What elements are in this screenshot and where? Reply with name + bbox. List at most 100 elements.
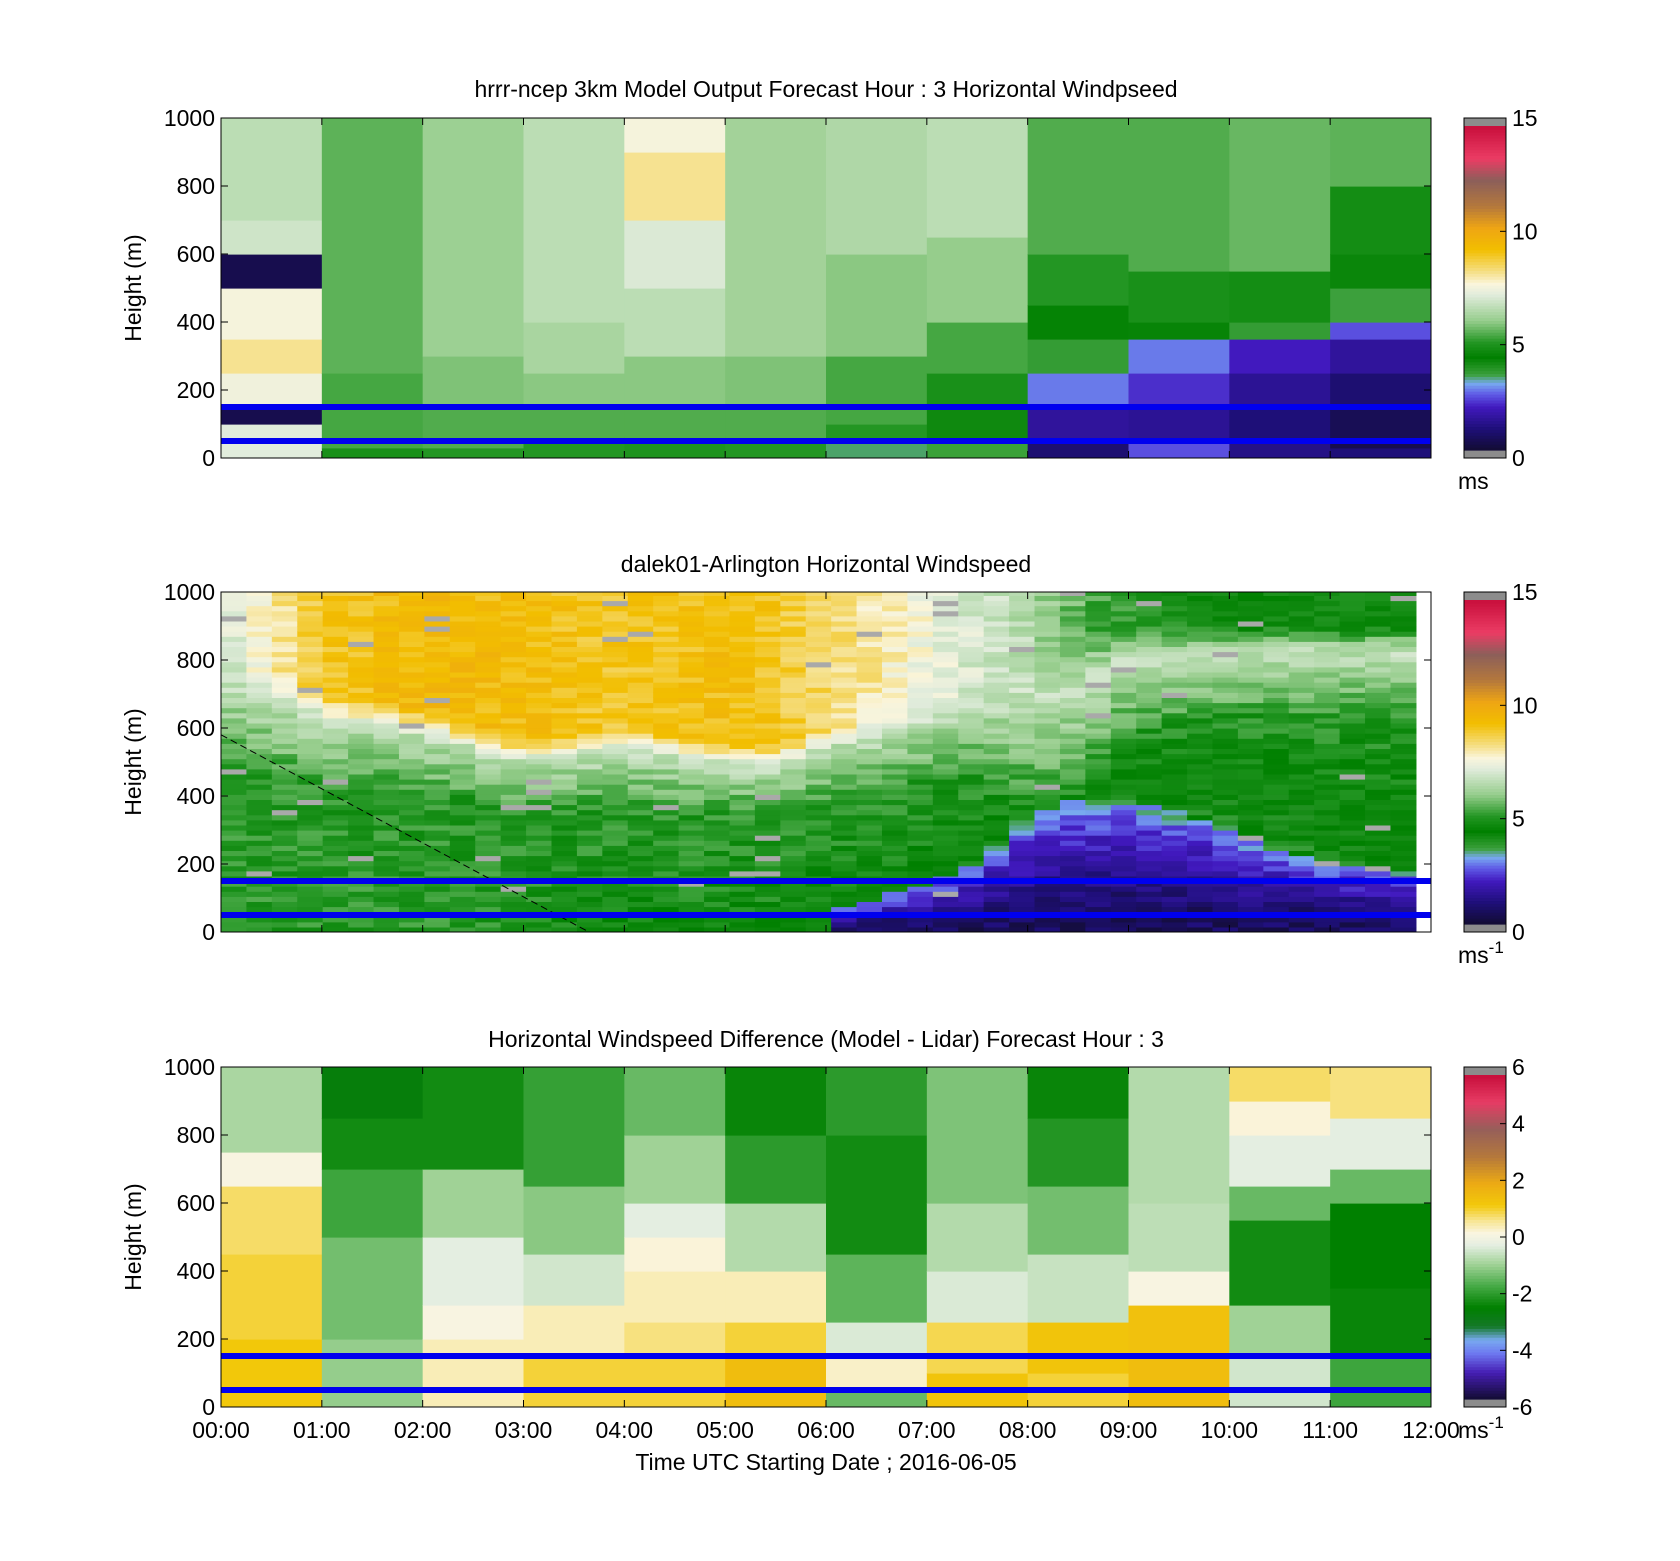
heatmap-cell (1034, 600, 1061, 607)
heatmap-cell (907, 641, 934, 647)
heatmap-cell (1263, 835, 1290, 841)
heatmap-cell (932, 707, 959, 714)
heatmap-cell (1059, 753, 1086, 760)
heatmap-cell (271, 666, 298, 673)
heatmap-cell (831, 850, 858, 857)
heatmap-cell (424, 620, 451, 627)
heatmap-cell (1085, 677, 1112, 683)
heatmap-cell (1059, 702, 1086, 709)
heatmap-cell (1187, 717, 1214, 724)
heatmap-cell (526, 799, 553, 806)
heatmap-cell (627, 758, 654, 765)
heatmap-cell (1212, 656, 1239, 663)
heatmap-cell (1288, 697, 1315, 704)
colorbar-swatch (1464, 405, 1506, 410)
heatmap-cell (831, 712, 858, 719)
colorbar-swatch (1464, 1381, 1506, 1385)
heatmap-cell (1009, 758, 1036, 765)
heatmap-cell (424, 835, 451, 841)
heatmap-cell (246, 870, 273, 877)
colorbar-swatch (1464, 1319, 1506, 1324)
heatmap-cell (780, 845, 807, 851)
heatmap-cell (1390, 901, 1417, 908)
heatmap-cell (398, 682, 425, 688)
heatmap-cell (754, 722, 781, 729)
heatmap-cell (1314, 661, 1341, 668)
heatmap-cell (373, 916, 400, 923)
heatmap-cell (653, 779, 680, 785)
heatmap-cell (602, 916, 629, 923)
heatmap-cell (348, 835, 375, 841)
heatmap-cell (1390, 784, 1417, 790)
heatmap-cell (271, 646, 298, 653)
heatmap-cell (1034, 824, 1061, 831)
colorbar-swatch (1464, 1204, 1506, 1209)
heatmap-cell (1128, 322, 1230, 340)
heatmap-cell (398, 906, 425, 913)
colorbar-tick-label: -2 (1512, 1281, 1532, 1307)
heatmap-cell (1187, 814, 1214, 821)
heatmap-cell (1085, 733, 1112, 739)
heatmap-cell (1009, 620, 1036, 627)
colorbar-swatch (1464, 697, 1506, 701)
heatmap-cell (246, 717, 273, 724)
heatmap-cell (475, 743, 502, 749)
heatmap-cell (932, 784, 959, 790)
heatmap-cell (526, 712, 553, 719)
heatmap-cell (881, 926, 909, 932)
heatmap-cell (932, 779, 959, 785)
heatmap-cell (805, 595, 832, 602)
colorbar-swatch (1464, 282, 1506, 286)
heatmap-cell (856, 906, 883, 913)
colorbar-swatch (1464, 373, 1506, 377)
heatmap-cell (958, 641, 985, 647)
heatmap-cell (221, 738, 248, 744)
heatmap-cell (1059, 712, 1086, 719)
heatmap-cell (348, 789, 375, 795)
heatmap-cell (1263, 666, 1290, 673)
heatmap-cell (856, 845, 883, 851)
heatmap-cell (907, 901, 934, 908)
heatmap-cell (1229, 322, 1331, 340)
colorbar-swatch (1464, 164, 1506, 168)
colorbar-swatch (1464, 832, 1506, 837)
colorbar-swatch (1464, 126, 1506, 130)
heatmap-cell (1390, 850, 1417, 857)
heatmap-cell (398, 631, 425, 637)
heatmap-cell (321, 373, 424, 449)
colorbar-swatch (1464, 338, 1506, 342)
heatmap-cell (932, 794, 959, 800)
heatmap-cell (1110, 682, 1137, 688)
heatmap-cell (321, 447, 424, 458)
heatmap-cell (1212, 809, 1239, 816)
colorbar-swatch (1464, 676, 1506, 681)
heatmap-cell (780, 677, 807, 683)
heatmap-cell (907, 891, 934, 897)
heatmap-cell (1009, 916, 1036, 923)
heatmap-cell (398, 636, 425, 642)
heatmap-cell (449, 779, 476, 785)
heatmap-cell (1187, 605, 1214, 612)
heatmap-cell (856, 870, 883, 877)
heatmap-cell (1263, 641, 1290, 647)
heatmap-cell (449, 865, 476, 872)
heatmap-cell (856, 733, 883, 739)
heatmap-cell (1390, 886, 1417, 892)
heatmap-cell (449, 717, 476, 724)
heatmap-cell (526, 860, 553, 867)
heatmap-cell (398, 819, 425, 826)
heatmap-cell (1288, 646, 1315, 653)
heatmap-cell (221, 722, 248, 729)
heatmap-cell (1237, 641, 1264, 647)
colorbar-swatch (1464, 862, 1506, 866)
heatmap-cell (653, 595, 680, 602)
heatmap-cell (1314, 666, 1341, 673)
heatmap-cell (1059, 671, 1086, 678)
heatmap-cell (1027, 1322, 1130, 1374)
heatmap-cell (1237, 855, 1264, 862)
heatmap-cell (1288, 717, 1315, 724)
heatmap-cell (958, 656, 985, 663)
heatmap-cell (831, 620, 858, 627)
heatmap-cell (1136, 738, 1163, 744)
heatmap-cell (221, 254, 323, 289)
